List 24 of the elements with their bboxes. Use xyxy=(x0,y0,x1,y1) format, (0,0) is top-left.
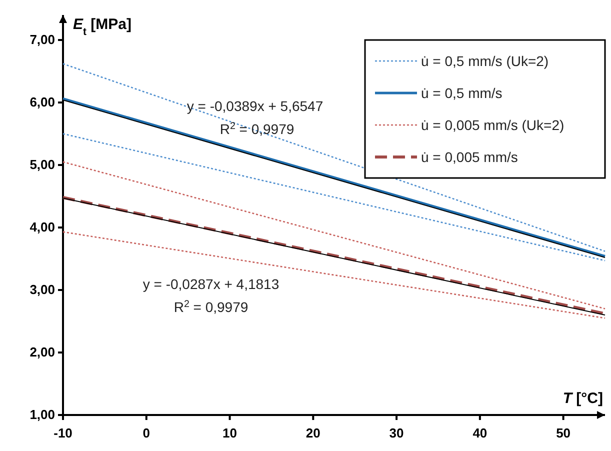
y-tick-label: 5,00 xyxy=(30,157,55,172)
y-tick-label: 7,00 xyxy=(30,32,55,48)
x-tick-label: 20 xyxy=(306,425,320,440)
x-tick-label: 40 xyxy=(472,425,488,440)
x-tick-label: 10 xyxy=(222,425,238,440)
y-tick-label: 6,00 xyxy=(30,94,55,110)
annotation: R$^{2}$ = 0,9979 xyxy=(220,120,294,137)
legend-label: u̇ = 0,5 mm/s xyxy=(421,85,502,101)
y-tick-label: 2,00 xyxy=(30,344,55,360)
y-tick-label: 4,00 xyxy=(30,220,55,235)
x-tick-label: 0 xyxy=(142,425,150,440)
x-tick-label: 30 xyxy=(389,425,404,440)
annotation: y = -0,0389x + 5,6547 xyxy=(186,98,324,114)
x-axis-title: T [°C] xyxy=(562,390,603,407)
y-tick-label: 3,00 xyxy=(30,282,55,298)
legend-label: u̇ = 0,005 mm/s (Uk=2) xyxy=(421,117,564,133)
y-tick-label: 1,00 xyxy=(30,407,55,422)
annotation: y = -0,0287x + 4,1813 xyxy=(142,276,280,292)
legend-label: u̇ = 0,5 mm/s (Uk=2) xyxy=(421,53,549,69)
annotation: R$^{2}$ = 0,9979 xyxy=(174,298,248,315)
x-tick-label: -10 xyxy=(54,425,72,440)
y-axis-title: E$_{t}$ [MPa] xyxy=(73,16,132,38)
legend-label: u̇ = 0,005 mm/s xyxy=(421,149,518,165)
x-tick-label: 50 xyxy=(556,425,571,440)
